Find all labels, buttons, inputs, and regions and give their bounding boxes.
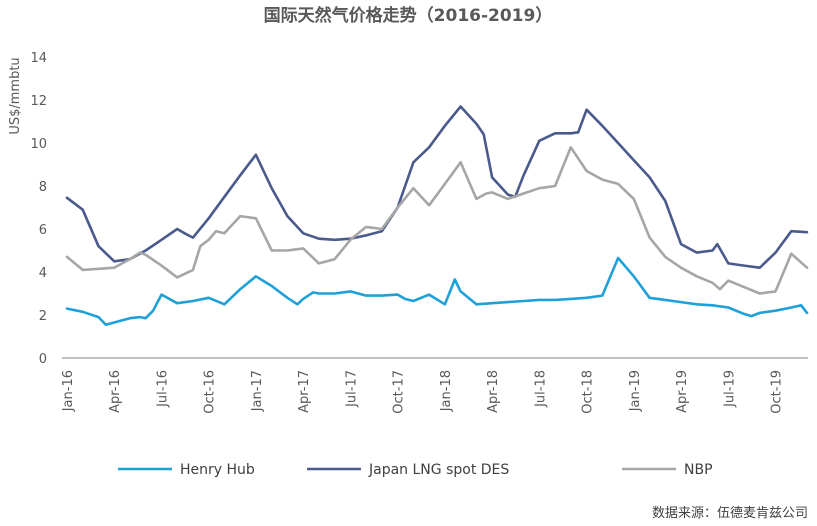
series-line-nbp [65, 146, 809, 295]
series-line-japan-lng-spot-des [65, 105, 809, 269]
x-tick-label: Oct-18 [581, 370, 596, 414]
x-tick-label: Oct-17 [392, 370, 407, 414]
y-axis-label: US$/mmbtu [8, 57, 23, 134]
y-tick-label: 10 [30, 137, 47, 152]
x-tick-label: Jul-19 [722, 370, 737, 408]
series-lines [65, 105, 809, 326]
y-tick-label: 0 [39, 352, 47, 367]
legend-label: Henry Hub [180, 462, 255, 478]
x-tick-label: Apr-18 [486, 370, 501, 413]
x-tick-label: Jan-17 [250, 370, 265, 412]
x-tick-label: Jan-16 [61, 370, 76, 412]
x-tick-label: Jul-17 [344, 370, 359, 408]
y-tick-labels: 0 2 4 6 8 10 12 14 [30, 51, 47, 367]
legend-label: NBP [684, 462, 713, 478]
x-tick-labels: Jan-16 Apr-16 Jul-16 Oct-16 Jan-17 Apr-17 Jul-… [61, 370, 785, 414]
legend-label: Japan LNG spot DES [368, 462, 509, 478]
x-tick-label: Jul-18 [533, 370, 548, 408]
x-tick-label: Oct-19 [770, 370, 785, 414]
y-tick-label: 2 [39, 309, 47, 324]
x-tick-label: Oct-16 [203, 370, 218, 414]
y-tick-label: 4 [39, 266, 47, 281]
y-tick-label: 6 [39, 223, 47, 238]
legend: Henry Hub Japan LNG spot DES NBP [118, 462, 713, 478]
y-tick-label: 14 [30, 51, 47, 66]
series-line-henry-hub [65, 256, 809, 326]
chart-title: 国际天然气价格走势（2016-2019） [264, 5, 553, 26]
x-tick-label: Jan-19 [628, 370, 643, 412]
source-note: 数据来源：伍德麦肯兹公司 [652, 506, 808, 521]
x-tick-label: Jul-16 [155, 370, 170, 408]
x-tick-label: Jan-18 [439, 370, 454, 412]
y-tick-label: 12 [30, 94, 47, 109]
x-tick-label: Apr-17 [297, 370, 312, 413]
x-tick-label: Apr-19 [675, 370, 690, 413]
x-tick-label: Apr-16 [108, 370, 123, 413]
y-tick-label: 8 [39, 180, 47, 195]
